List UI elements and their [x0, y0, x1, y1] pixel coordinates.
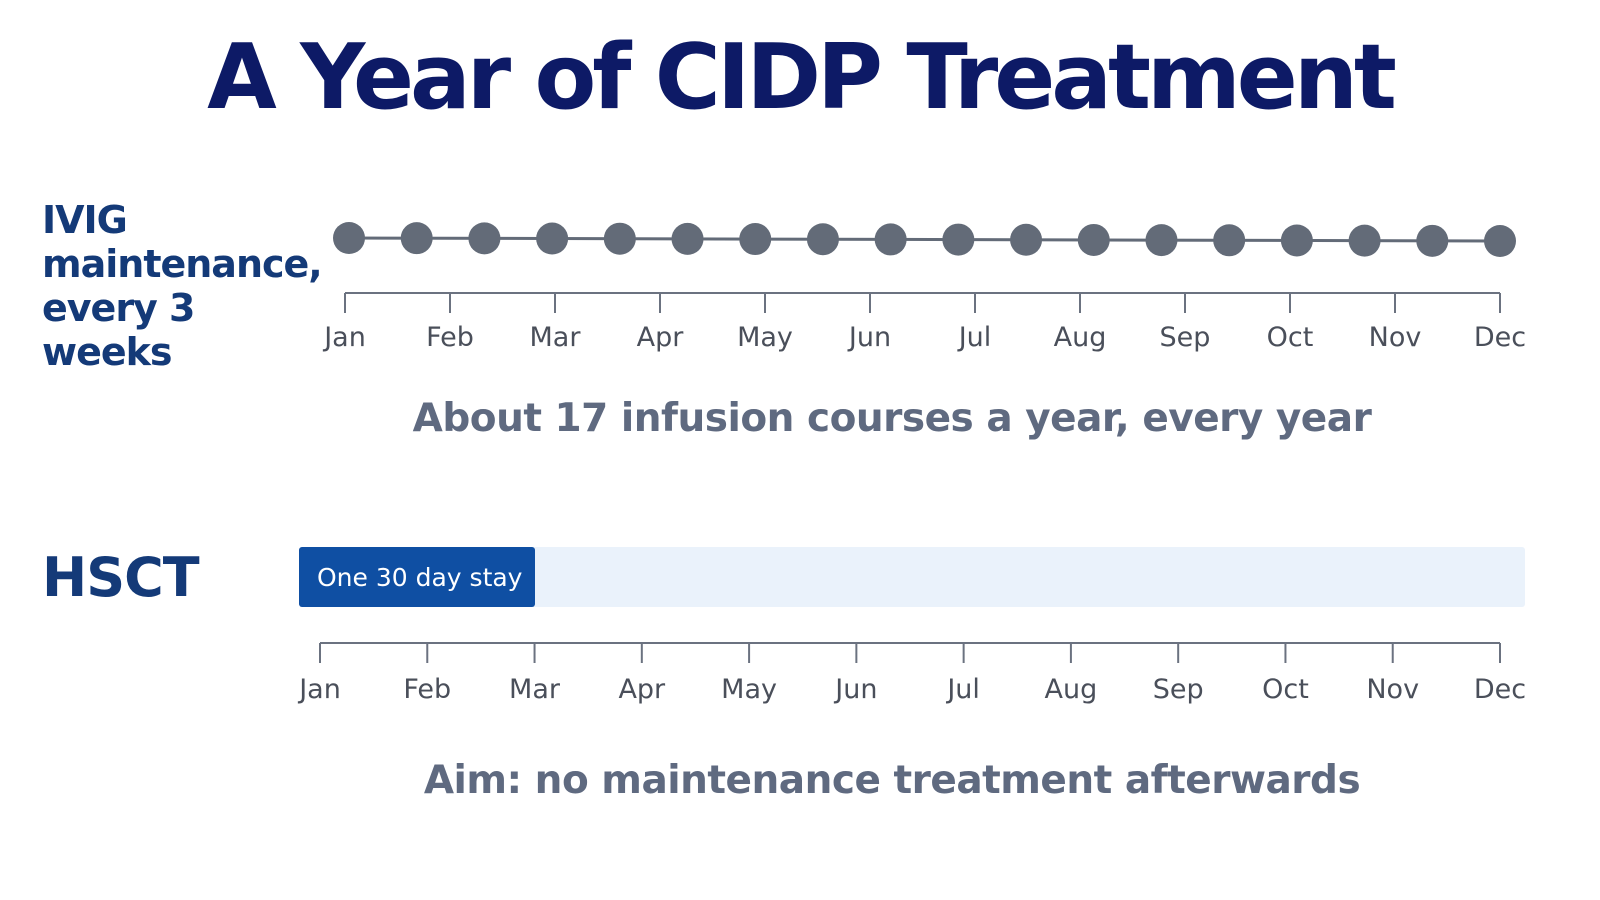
hsct-stay-label: One 30 day stay	[317, 562, 523, 592]
hsct-tick-label-dec: Dec	[1473, 674, 1527, 705]
ivig-infusion-dot	[468, 222, 501, 255]
ivig-infusion-dot	[1280, 224, 1313, 257]
hsct-tick-label-nov: Nov	[1366, 674, 1420, 705]
ivig-tick-label-jul: Jul	[958, 322, 992, 353]
hsct-tick-label-aug: Aug	[1044, 674, 1098, 705]
ivig-infusion-dot	[1145, 224, 1178, 257]
ivig-infusion-dot	[671, 222, 704, 255]
ivig-infusion-dot	[739, 223, 772, 256]
ivig-infusion-dot	[806, 223, 839, 256]
hsct-tick-label-oct: Oct	[1262, 674, 1309, 705]
hsct-tick-label-sep: Sep	[1152, 674, 1204, 705]
ivig-infusion-dot	[1077, 223, 1110, 256]
hsct-caption: Aim: no maintenance treatment afterwards	[423, 758, 1361, 803]
hsct-tick-label-jun: Jun	[835, 674, 878, 705]
ivig-infusion-dot	[1010, 223, 1043, 256]
ivig-infusion-dot	[1484, 225, 1516, 257]
ivig-infusion-dot	[874, 223, 907, 256]
ivig-infusion-dot	[942, 223, 975, 256]
ivig-tick-label-jun: Jun	[848, 322, 892, 353]
page-title: A Year of CIDP Treatment	[207, 25, 1397, 130]
ivig-tick-label-dec: Dec	[1473, 322, 1527, 353]
ivig-row-label: IVIG maintenance, every 3 weeks	[42, 198, 323, 374]
ivig-tick-label-aug: Aug	[1053, 322, 1107, 353]
ivig-tick-label-may: May	[737, 322, 793, 353]
ivig-tick-label-jan: Jan	[324, 322, 366, 353]
ivig-tick-label-nov: Nov	[1368, 322, 1422, 353]
hsct-tick-label-jan: Jan	[299, 674, 341, 705]
ivig-tick-label-sep: Sep	[1159, 322, 1211, 353]
ivig-infusion-dot	[1416, 224, 1449, 257]
ivig-infusion-dot	[400, 222, 433, 255]
ivig-tick-label-apr: Apr	[636, 322, 684, 353]
hsct-row-label: HSCT	[42, 546, 200, 609]
ivig-infusion-dot	[333, 222, 365, 254]
hsct-tick-label-feb: Feb	[403, 674, 452, 705]
ivig-infusion-dot	[1213, 224, 1246, 257]
ivig-caption: About 17 infusion courses a year, every …	[412, 396, 1372, 441]
ivig-tick-label-mar: Mar	[529, 322, 581, 353]
hsct-tick-label-may: May	[721, 674, 777, 705]
ivig-tick-label-feb: Feb	[426, 322, 474, 353]
hsct-stay-bar: One 30 day stay	[299, 547, 535, 607]
ivig-connector-line	[348, 236, 1501, 243]
ivig-infusion-dot	[536, 222, 569, 255]
hsct-tick-label-jul: Jul	[947, 674, 980, 705]
hsct-tick-label-mar: Mar	[509, 674, 560, 705]
ivig-infusion-dot	[603, 222, 636, 255]
hsct-tick-label-apr: Apr	[618, 674, 666, 705]
ivig-tick-label-oct: Oct	[1266, 322, 1314, 353]
ivig-infusion-dot	[1348, 224, 1381, 257]
